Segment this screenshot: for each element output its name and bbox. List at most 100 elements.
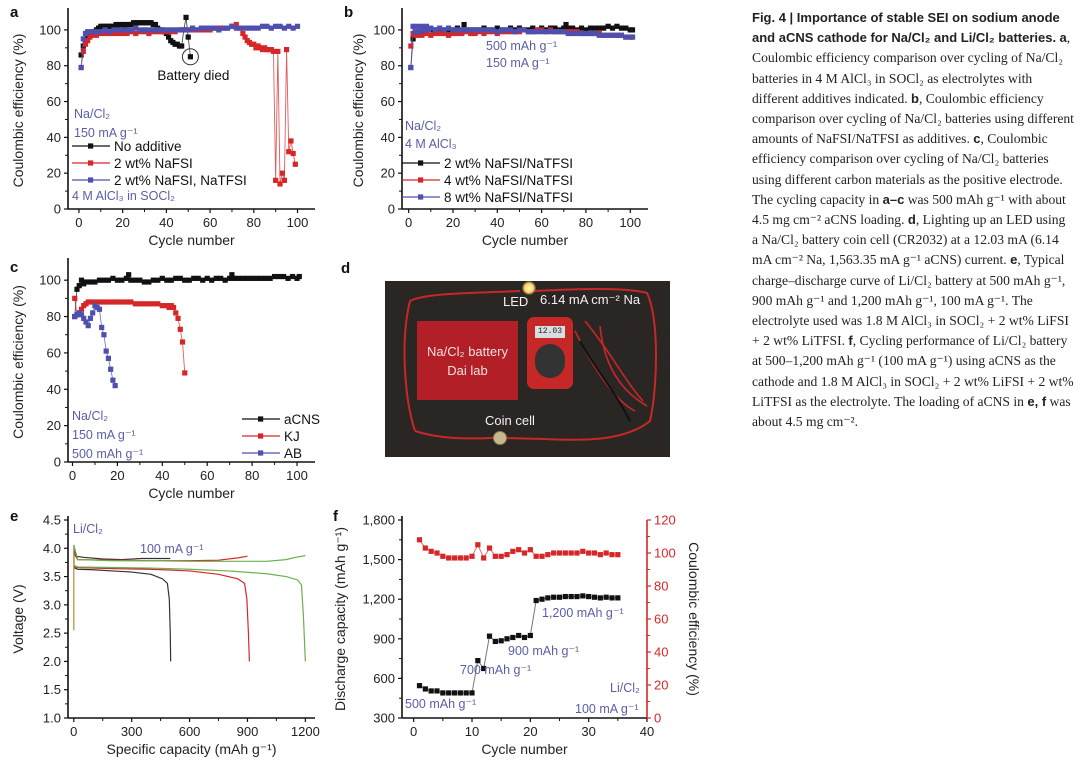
series-kj (72, 295, 188, 376)
data-point (105, 277, 112, 283)
data-point (172, 27, 178, 33)
x-tick-label: 80 (579, 215, 593, 230)
data-point (578, 25, 585, 31)
data-point (440, 690, 446, 696)
data-point (451, 555, 458, 561)
data-point (273, 23, 279, 29)
callout-label: Battery died (157, 68, 229, 83)
data-point (124, 27, 130, 33)
data-point (587, 25, 593, 31)
data-point (587, 30, 593, 37)
data-point (503, 27, 509, 33)
data-point (233, 25, 239, 31)
annotation: 700 mAh g⁻¹ (460, 663, 531, 677)
data-point (229, 272, 235, 278)
data-point (583, 27, 589, 33)
data-point (629, 34, 636, 40)
series-coulombic-efficiency (416, 537, 621, 561)
chart-e: e 0 300 600 900 1200 1.0 1.5 2.0 2.5 3.0 3.5 4.0 4.5 S… (10, 508, 320, 757)
legend-label: KJ (284, 429, 300, 444)
legend-item: KJ (242, 429, 300, 444)
data-point (155, 27, 161, 33)
data-point (85, 38, 91, 44)
data-point (80, 48, 86, 54)
data-point (89, 32, 95, 38)
data-point (155, 301, 161, 307)
data-point (597, 552, 603, 558)
data-point (481, 555, 487, 561)
data-point (203, 25, 209, 31)
data-point (120, 27, 126, 33)
series-line (73, 566, 172, 662)
y-tick-label: 80 (47, 58, 61, 73)
data-point (277, 181, 283, 187)
x-tick-label: 300 (121, 724, 143, 739)
data-point (494, 25, 500, 31)
data-point (570, 30, 576, 37)
data-point (468, 30, 474, 37)
data-point (629, 27, 636, 33)
data-point (177, 275, 183, 281)
legend-item: 2 wt% NaFSI/NaTFSI (402, 156, 573, 171)
data-point (276, 273, 282, 280)
data-point (412, 29, 418, 35)
data-point (102, 30, 108, 37)
data-point (179, 43, 185, 49)
data-point (108, 366, 114, 372)
caption-text: , Cycling performance of Li/Cl₂ battery … (752, 333, 1074, 409)
y-tick-label: 1,500 (362, 552, 395, 567)
coin-cell-icon (493, 431, 507, 445)
data-point (128, 299, 134, 305)
data-point (618, 32, 625, 38)
data-point (605, 23, 611, 29)
data-point (461, 21, 467, 28)
data-point (251, 25, 257, 31)
data-point (423, 30, 429, 37)
data-point (150, 277, 156, 283)
data-point (591, 594, 598, 600)
data-point (81, 315, 87, 321)
y-tick-label: 40 (47, 382, 61, 397)
data-point (101, 332, 107, 338)
x-tick-label: 1200 (291, 724, 320, 739)
data-point (434, 688, 440, 694)
x-axis-label: Cycle number (148, 232, 235, 248)
data-point (545, 552, 551, 558)
legend-marker (258, 433, 264, 439)
legend-label: 2 wt% NaFSI, NaTFSI (114, 173, 247, 188)
caption-panel-ref: a (1059, 30, 1067, 46)
data-point (533, 597, 539, 604)
data-point (115, 30, 121, 37)
caption-panel-ref: e (1010, 252, 1018, 268)
data-point (87, 299, 94, 305)
data-point (80, 36, 86, 42)
data-point (187, 54, 194, 60)
data-point (141, 279, 147, 285)
data-point (428, 688, 434, 694)
data-point (96, 306, 103, 312)
data-point (200, 277, 206, 283)
data-point (469, 553, 475, 559)
y-tick-label: 1,800 (362, 513, 395, 528)
legend-marker (418, 160, 424, 166)
data-point (568, 550, 574, 556)
data-point (459, 27, 465, 33)
data-point (472, 27, 478, 33)
data-point (93, 29, 100, 35)
led-icon (522, 281, 536, 295)
data-point (238, 25, 244, 31)
data-point (623, 25, 629, 31)
legend-item: 4 wt% NaFSI/NaTFSI (402, 173, 573, 188)
y-tick-label: 100 (39, 22, 61, 37)
data-point (574, 30, 580, 37)
annotation: 500 mAh g⁻¹ (486, 39, 557, 53)
meter-dial-icon (535, 344, 565, 378)
panel-label-d: d (341, 260, 350, 277)
data-point (229, 23, 235, 29)
legend-item: aCNS (242, 412, 320, 427)
legend-marker (88, 160, 94, 166)
data-point (516, 632, 522, 639)
data-point (592, 25, 598, 31)
data-point (159, 303, 165, 309)
data-point (189, 25, 196, 31)
